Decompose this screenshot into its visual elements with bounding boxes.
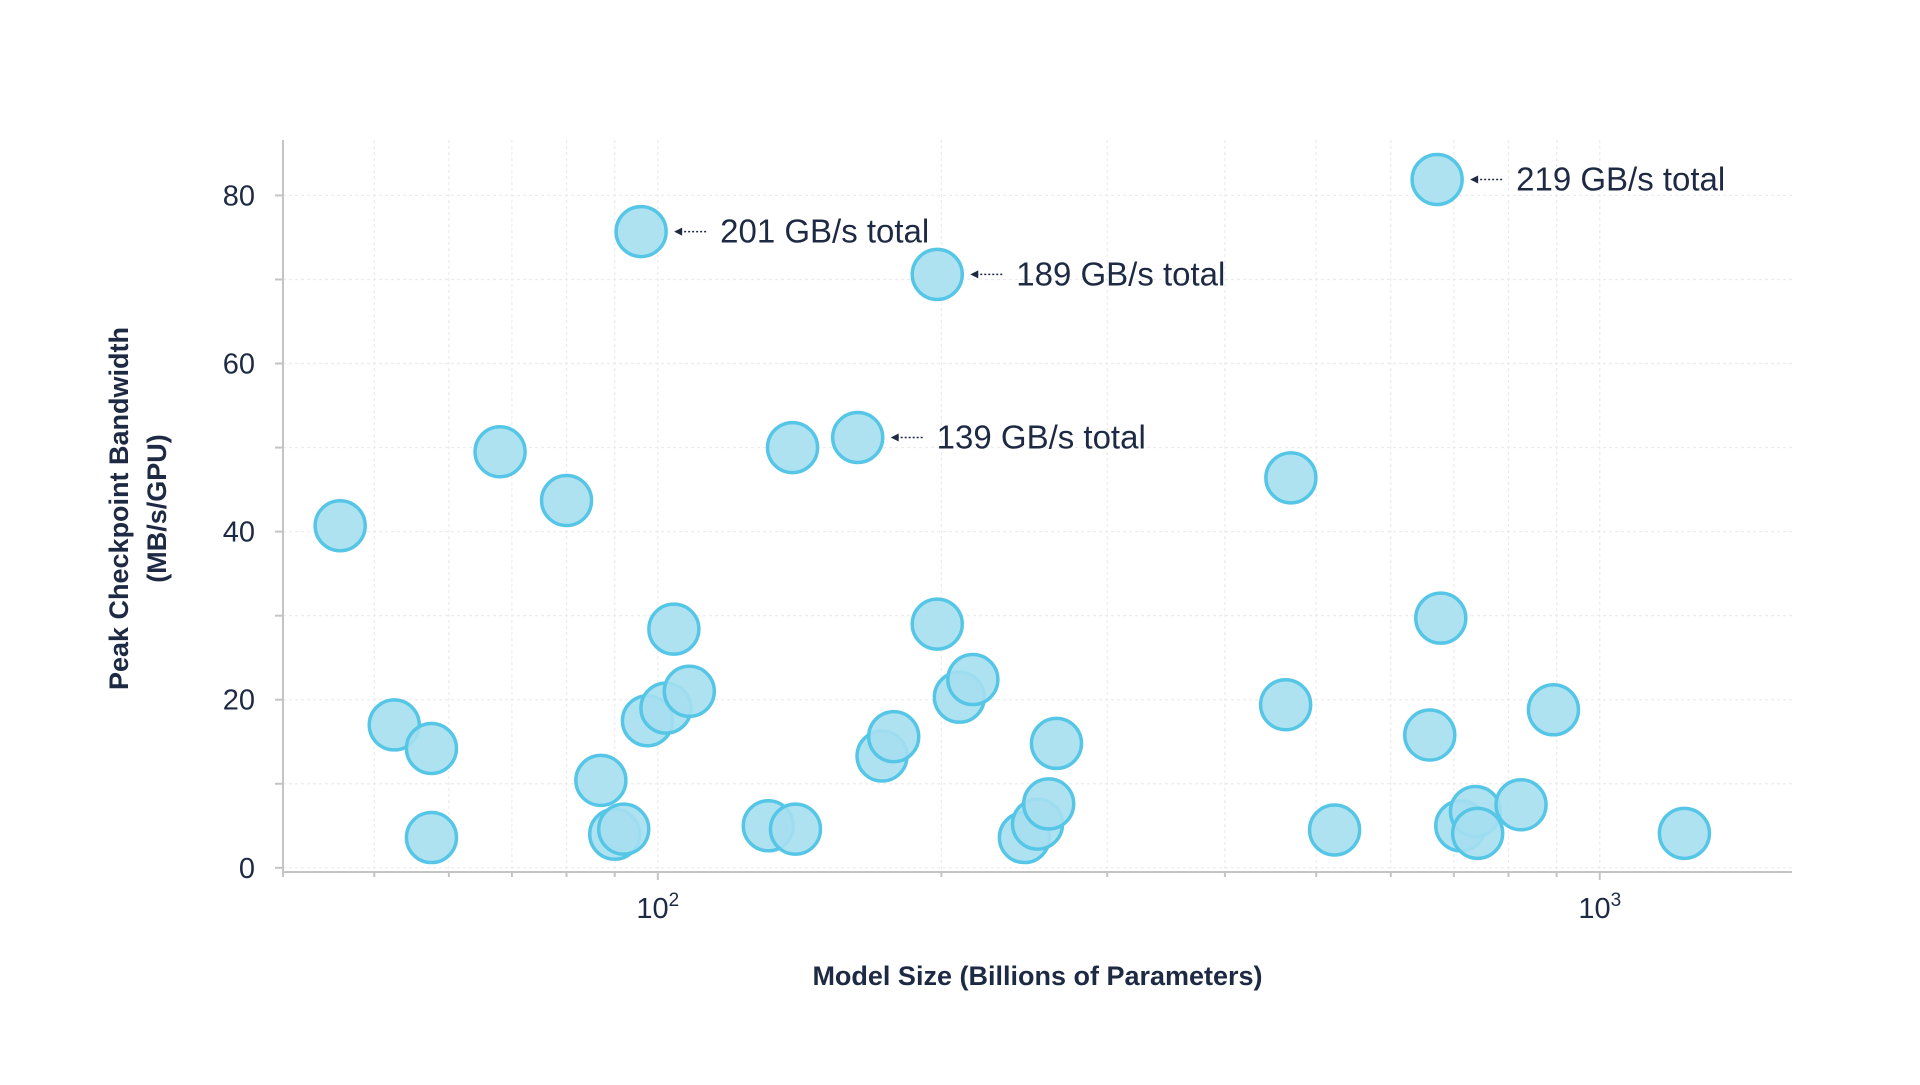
data-point bbox=[1657, 806, 1712, 861]
data-point bbox=[910, 247, 965, 302]
annotation-arrowhead bbox=[674, 227, 683, 236]
data-point bbox=[1258, 677, 1313, 732]
annotation-label: 139 GB/s total bbox=[937, 418, 1146, 455]
data-point bbox=[866, 709, 921, 764]
annotation-label: 201 GB/s total bbox=[720, 213, 929, 250]
grid-layer bbox=[282, 140, 1792, 872]
data-point bbox=[539, 473, 594, 528]
data-point bbox=[1307, 803, 1362, 857]
data-point bbox=[647, 602, 701, 656]
y-tick-label: 0 bbox=[239, 853, 255, 885]
x-axis-title: Model Size (Billions of Parameters) bbox=[812, 961, 1262, 991]
data-point bbox=[1450, 806, 1505, 861]
annotation-arrowhead bbox=[890, 433, 899, 442]
y-axis-title-line-2: (MB/s/GPU) bbox=[142, 434, 172, 583]
y-tick-label: 20 bbox=[223, 685, 255, 717]
y-tick-label: 40 bbox=[223, 517, 255, 549]
data-point bbox=[1414, 591, 1468, 645]
data-point bbox=[910, 597, 965, 651]
x-tick-label: 103 bbox=[1578, 890, 1621, 925]
data-point bbox=[946, 652, 1000, 707]
axis-titles: Model Size (Billions of Parameters) Peak… bbox=[104, 327, 1263, 991]
annotation-arrowhead bbox=[1470, 175, 1479, 184]
points-layer bbox=[313, 152, 1712, 865]
axes-layer: 0 20 40 60 80 102 103 bbox=[223, 140, 1792, 925]
data-point bbox=[473, 425, 527, 479]
data-point bbox=[614, 204, 668, 259]
data-point bbox=[596, 802, 651, 856]
data-point bbox=[1029, 716, 1084, 771]
annotation-layer: 219 GB/s total 201 GB/s total 189 GB/s tot… bbox=[674, 160, 1725, 455]
data-point bbox=[404, 810, 459, 865]
data-point bbox=[1526, 683, 1581, 737]
data-point bbox=[1403, 708, 1457, 762]
data-point bbox=[662, 664, 717, 719]
annotation-label: 189 GB/s total bbox=[1016, 255, 1225, 292]
data-point bbox=[1410, 152, 1464, 207]
data-point bbox=[1264, 451, 1318, 505]
annotation-label: 219 GB/s total bbox=[1516, 160, 1725, 197]
y-axis-title-line-1: Peak Checkpoint Bandwidth bbox=[104, 327, 134, 690]
data-point bbox=[768, 802, 823, 856]
data-point bbox=[574, 753, 628, 808]
annotation-arrowhead bbox=[970, 270, 979, 279]
data-point bbox=[765, 420, 820, 475]
data-point bbox=[404, 721, 459, 776]
data-point bbox=[1494, 778, 1548, 832]
y-tick-label: 80 bbox=[223, 180, 255, 212]
y-tick-label: 60 bbox=[223, 349, 255, 381]
data-point bbox=[830, 410, 885, 465]
x-tick-label: 102 bbox=[636, 890, 679, 925]
data-point bbox=[313, 498, 367, 553]
data-point bbox=[1021, 777, 1076, 831]
